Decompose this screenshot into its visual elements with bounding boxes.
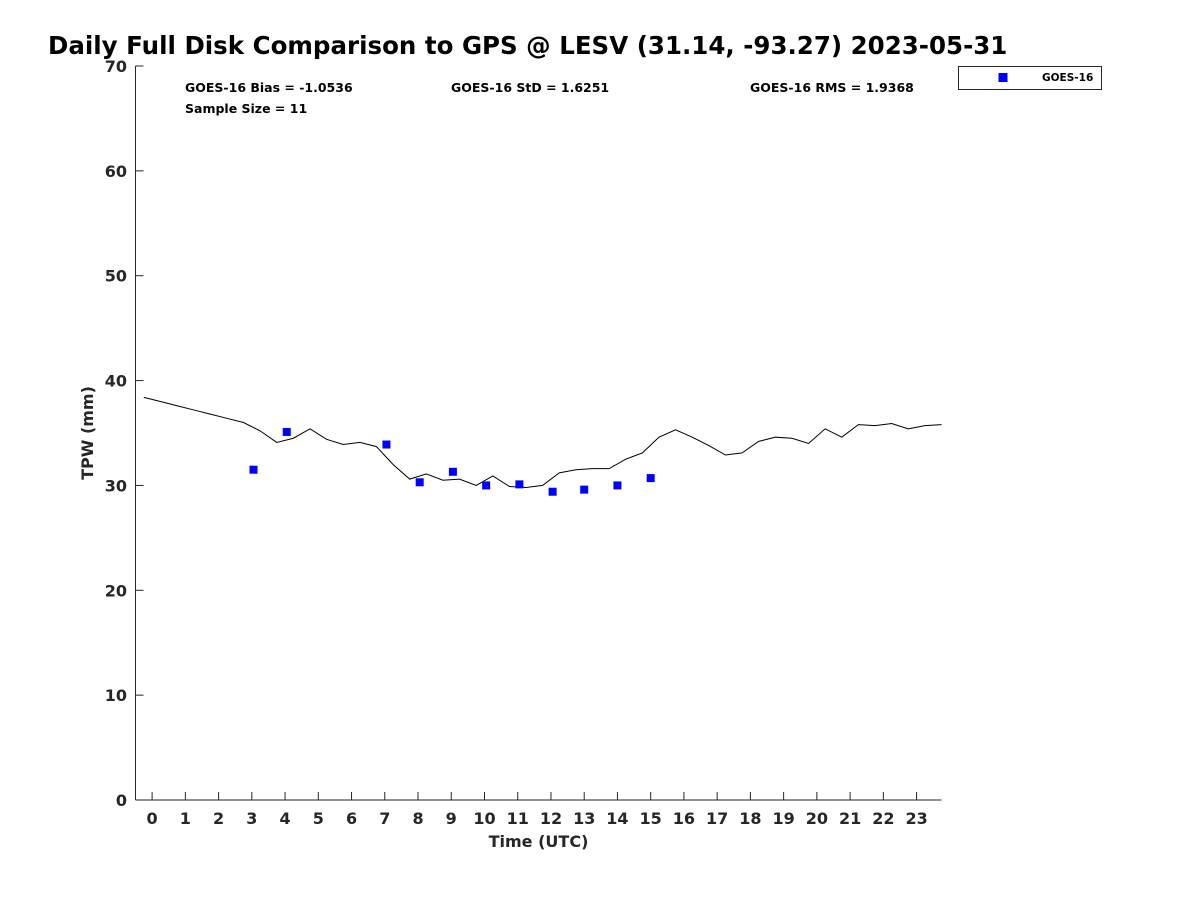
goes16-point <box>580 485 589 494</box>
y-tick-label: 0 <box>116 791 127 810</box>
legend-box <box>958 66 1102 90</box>
chart-title: Daily Full Disk Comparison to GPS @ LESV… <box>48 31 1007 60</box>
x-tick-label: 8 <box>412 809 423 828</box>
legend-marker <box>998 73 1008 82</box>
y-tick-label: 30 <box>105 476 127 495</box>
x-tick-label: 14 <box>606 809 628 828</box>
legend-label: GOES-16 <box>1042 72 1093 84</box>
rms-stat: GOES-16 RMS = 1.9368 <box>750 80 914 95</box>
goes16-point <box>482 481 491 490</box>
goes16-point <box>515 480 524 489</box>
gps-line-layer <box>143 396 942 489</box>
x-tick-label: 11 <box>507 809 529 828</box>
x-tick-label: 17 <box>706 809 728 828</box>
x-tick-label: 22 <box>872 809 894 828</box>
goes16-point <box>415 478 424 487</box>
x-tick-label: 18 <box>739 809 761 828</box>
x-tick-label: 23 <box>905 809 927 828</box>
goes16-point <box>613 481 622 490</box>
x-tick-label: 0 <box>147 809 158 828</box>
goes16-point <box>548 487 557 496</box>
x-ticks: 0 1 2 3 4 5 6 7 8 9 10 11 12 13 14 15 16 17 18 19 20 21 22 23 <box>147 792 928 828</box>
y-axis-label: TPW (mm) <box>78 386 97 480</box>
x-tick-label: 1 <box>180 809 191 828</box>
x-tick-label: 3 <box>246 809 257 828</box>
y-tick-label: 60 <box>105 162 127 181</box>
y-tick-label: 40 <box>105 372 127 391</box>
y-tick-label: 10 <box>105 686 127 705</box>
x-tick-label: 21 <box>839 809 861 828</box>
goes16-point <box>448 467 457 476</box>
bias-stat: GOES-16 Bias = -1.0536 <box>185 80 353 95</box>
goes16-point <box>382 440 391 449</box>
x-tick-label: 15 <box>640 809 662 828</box>
x-tick-label: 6 <box>346 809 357 828</box>
goes16-marker-layer <box>249 427 655 496</box>
x-tick-label: 7 <box>379 809 390 828</box>
x-tick-label: 19 <box>772 809 794 828</box>
x-tick-label: 12 <box>540 809 562 828</box>
x-tick-label: 4 <box>279 809 290 828</box>
x-tick-label: 16 <box>673 809 695 828</box>
x-tick-label: 13 <box>573 809 595 828</box>
y-tick-label: 20 <box>105 581 127 600</box>
sample-size-stat: Sample Size = 11 <box>185 101 307 116</box>
x-tick-label: 9 <box>446 809 457 828</box>
y-ticks: 0 10 20 30 40 50 60 70 <box>105 57 144 810</box>
x-tick-label: 2 <box>213 809 224 828</box>
gps-tpw-line <box>143 396 942 489</box>
y-tick-label: 50 <box>105 267 127 286</box>
goes16-point <box>282 427 291 436</box>
x-axis-label: Time (UTC) <box>489 832 589 851</box>
plot-area: 0 1 2 3 4 5 6 7 8 9 10 11 12 13 14 15 16 17 18 19 20 21 22 23 0… <box>105 57 942 828</box>
x-tick-label: 20 <box>806 809 828 828</box>
std-stat: GOES-16 StD = 1.6251 <box>451 80 609 95</box>
goes16-point <box>646 474 655 483</box>
legend: GOES-16 <box>958 66 1102 90</box>
x-tick-label: 10 <box>473 809 495 828</box>
goes16-point <box>249 465 258 474</box>
x-tick-label: 5 <box>313 809 324 828</box>
y-tick-label: 70 <box>105 57 127 76</box>
